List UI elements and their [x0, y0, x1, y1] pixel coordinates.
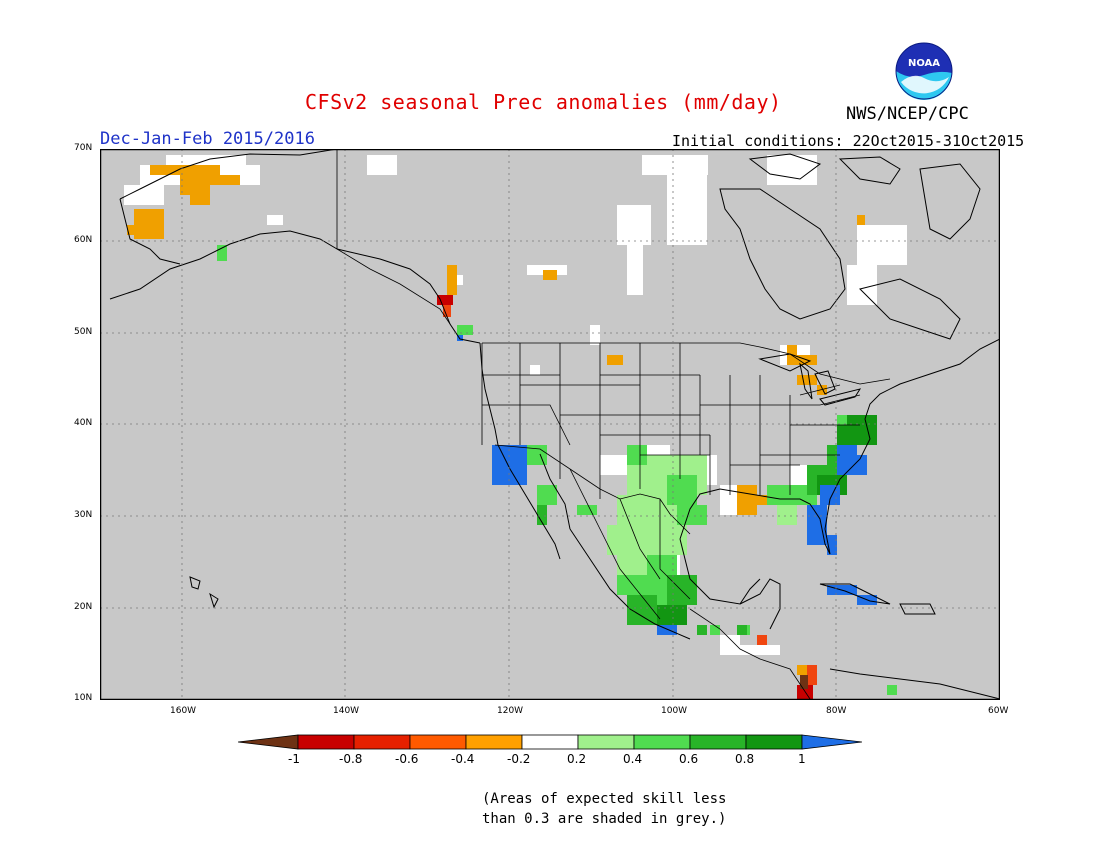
- strong-dry-areas: [443, 305, 817, 685]
- logo-text: NOAA: [908, 58, 940, 69]
- legend-box: [521, 734, 579, 750]
- lon-label-100w: 100W: [661, 706, 688, 716]
- agency-label: NWS/NCEP/CPC: [846, 104, 969, 124]
- graticule: [100, 149, 1000, 700]
- chart-title: CFSv2 seasonal Prec anomalies (mm/day): [305, 90, 782, 114]
- legend-box: [689, 734, 747, 750]
- legend-label: -0.8: [339, 752, 363, 766]
- legend-box: [297, 734, 355, 750]
- legend-label: -0.2: [507, 752, 531, 766]
- legend-box: [353, 734, 411, 750]
- legend-label: 0.8: [735, 752, 755, 766]
- lon-label-60w: 60W: [988, 706, 1009, 716]
- lat-label-30n: 30N: [74, 510, 93, 520]
- lat-label-40n: 40N: [74, 418, 93, 428]
- lat-label-10n: 10N: [74, 693, 93, 703]
- legend-label: 1: [798, 752, 806, 766]
- season-label: Dec-Jan-Feb 2015/2016: [100, 129, 315, 149]
- anomaly-map: 70N 60N 50N 40N 30N 20N 10N 160W 140W 12…: [74, 143, 1008, 716]
- legend-label: 0.6: [679, 752, 699, 766]
- legend-box: [409, 734, 467, 750]
- legend-label: -0.4: [451, 752, 475, 766]
- legend-arrow-low: [237, 734, 299, 750]
- coastlines: [109, 148, 1001, 700]
- legend-label: -0.6: [395, 752, 419, 766]
- legend-label: -1: [288, 752, 300, 766]
- political-boundaries: [336, 149, 891, 700]
- noaa-logo: NOAA: [893, 42, 955, 104]
- map-frame: [99, 148, 1001, 701]
- lat-label-70n: 70N: [74, 143, 93, 153]
- lon-label-140w: 140W: [333, 706, 360, 716]
- lon-label-80w: 80W: [826, 706, 847, 716]
- lat-label-60n: 60N: [74, 235, 93, 245]
- legend-box: [577, 734, 635, 750]
- skill-note-line2: than 0.3 are shaded in grey.): [482, 811, 727, 827]
- lon-label-120w: 120W: [497, 706, 524, 716]
- lat-label-50n: 50N: [74, 327, 93, 337]
- lon-label-160w: 160W: [170, 706, 197, 716]
- extreme-dry-areas: [800, 675, 808, 689]
- legend-box: [633, 734, 691, 750]
- legend-box: [465, 734, 523, 750]
- lat-label-20n: 20N: [74, 602, 93, 612]
- legend-label: 0.2: [567, 752, 587, 766]
- legend-label: 0.4: [623, 752, 643, 766]
- legend-arrow-high: [801, 734, 863, 750]
- initial-conditions-label: Initial conditions: 22Oct2015-31Oct2015: [672, 132, 1025, 150]
- color-legend: -1 -0.8 -0.6 -0.4 -0.2 0.2 0.4 0.6 0.8 1: [237, 733, 863, 766]
- skill-note-line1: (Areas of expected skill less: [482, 791, 727, 807]
- legend-box: [745, 734, 803, 750]
